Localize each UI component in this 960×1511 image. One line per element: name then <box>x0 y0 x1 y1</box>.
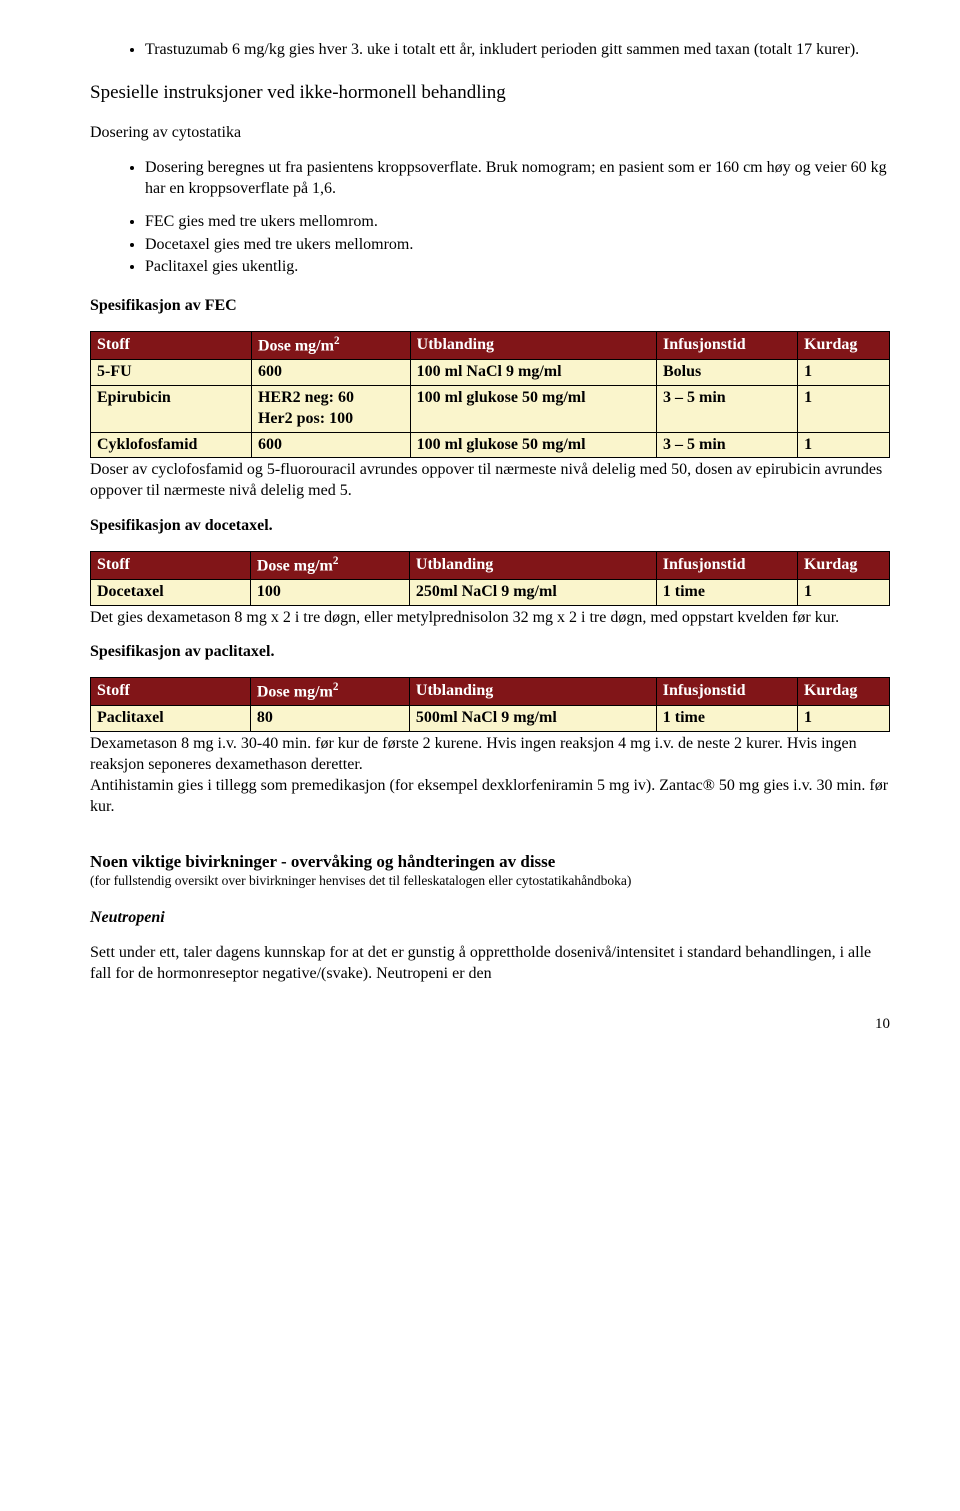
th-dose: Dose mg/m2 <box>250 551 409 579</box>
cell-stoff: Epirubicin <box>91 385 252 432</box>
table-header-row: Stoff Dose mg/m2 Utblanding Infusjonstid… <box>91 551 890 579</box>
dosering-bullets: Dosering beregnes ut fra pasientens krop… <box>90 158 890 200</box>
th-stoff: Stoff <box>91 678 251 706</box>
list-item: FEC gies med tre ukers mellomrom. <box>145 212 890 233</box>
list-item: Trastuzumab 6 mg/kg gies hver 3. uke i t… <box>145 40 890 61</box>
th-kurdag: Kurdag <box>797 551 889 579</box>
table-row: Cyklofosfamid 600 100 ml glukose 50 mg/m… <box>91 432 890 458</box>
cell-utblanding: 250ml NaCl 9 mg/ml <box>409 579 656 605</box>
fec-title: Spesifikasjon av FEC <box>90 296 890 317</box>
th-dose: Dose mg/m2 <box>250 678 409 706</box>
th-infusjonstid: Infusjonstid <box>656 551 797 579</box>
neutropeni-heading: Neutropeni <box>90 908 890 929</box>
page-number: 10 <box>90 1015 890 1035</box>
cell-dose: 80 <box>250 706 409 732</box>
list-item: Paclitaxel gies ukentlig. <box>145 257 890 278</box>
docetaxel-note: Det gies dexametason 8 mg x 2 i tre døgn… <box>90 608 890 629</box>
top-bullet-list: Trastuzumab 6 mg/kg gies hver 3. uke i t… <box>90 40 890 61</box>
th-utblanding: Utblanding <box>409 551 656 579</box>
cell-stoff: Cyklofosfamid <box>91 432 252 458</box>
cell-stoff: 5-FU <box>91 360 252 386</box>
dosering-subheading: Dosering av cytostatika <box>90 123 890 144</box>
th-infusjonstid: Infusjonstid <box>657 332 798 360</box>
th-kurdag: Kurdag <box>797 678 889 706</box>
fec-note: Doser av cyclofosfamid og 5-fluorouracil… <box>90 460 890 502</box>
th-stoff: Stoff <box>91 332 252 360</box>
cell-infusjonstid: Bolus <box>657 360 798 386</box>
list-item: Docetaxel gies med tre ukers mellomrom. <box>145 235 890 256</box>
cell-utblanding: 500ml NaCl 9 mg/ml <box>409 706 656 732</box>
docetaxel-table: Stoff Dose mg/m2 Utblanding Infusjonstid… <box>90 551 890 606</box>
th-utblanding: Utblanding <box>409 678 656 706</box>
th-kurdag: Kurdag <box>798 332 890 360</box>
cell-utblanding: 100 ml glukose 50 mg/ml <box>410 432 656 458</box>
docetaxel-title: Spesifikasjon av docetaxel. <box>90 516 890 537</box>
table-header-row: Stoff Dose mg/m2 Utblanding Infusjonstid… <box>91 678 890 706</box>
cell-infusjonstid: 1 time <box>656 706 797 732</box>
paclitaxel-note1: Dexametason 8 mg i.v. 30-40 min. før kur… <box>90 734 890 776</box>
bivirkninger-sub: (for fullstendig oversikt over bivirknin… <box>90 873 890 890</box>
cell-stoff: Docetaxel <box>91 579 251 605</box>
cell-dose: 600 <box>251 432 410 458</box>
cell-kurdag: 1 <box>797 579 889 605</box>
table-row: 5-FU 600 100 ml NaCl 9 mg/ml Bolus 1 <box>91 360 890 386</box>
cell-infusjonstid: 3 – 5 min <box>657 385 798 432</box>
cell-utblanding: 100 ml NaCl 9 mg/ml <box>410 360 656 386</box>
list-item: Dosering beregnes ut fra pasientens krop… <box>145 158 890 200</box>
cell-dose: 600 <box>251 360 410 386</box>
th-stoff: Stoff <box>91 551 251 579</box>
bivirkninger-heading: Noen viktige bivirkninger - overvåking o… <box>90 851 890 873</box>
cell-kurdag: 1 <box>798 432 890 458</box>
th-dose: Dose mg/m2 <box>251 332 410 360</box>
cell-dose: HER2 neg: 60 Her2 pos: 100 <box>251 385 410 432</box>
section-heading: Spesielle instruksjoner ved ikke-hormone… <box>90 81 890 106</box>
fec-table: Stoff Dose mg/m2 Utblanding Infusjonstid… <box>90 331 890 458</box>
cell-dose: 100 <box>250 579 409 605</box>
table-row: Docetaxel 100 250ml NaCl 9 mg/ml 1 time … <box>91 579 890 605</box>
th-utblanding: Utblanding <box>410 332 656 360</box>
cell-infusjonstid: 3 – 5 min <box>657 432 798 458</box>
cell-stoff: Paclitaxel <box>91 706 251 732</box>
cell-kurdag: 1 <box>797 706 889 732</box>
dosering-bullets-2: FEC gies med tre ukers mellomrom. Doceta… <box>90 212 890 278</box>
cell-kurdag: 1 <box>798 360 890 386</box>
table-header-row: Stoff Dose mg/m2 Utblanding Infusjonstid… <box>91 332 890 360</box>
cell-infusjonstid: 1 time <box>656 579 797 605</box>
cell-utblanding: 100 ml glukose 50 mg/ml <box>410 385 656 432</box>
th-infusjonstid: Infusjonstid <box>656 678 797 706</box>
paclitaxel-note2: Antihistamin gies i tillegg som premedik… <box>90 776 890 818</box>
cell-kurdag: 1 <box>798 385 890 432</box>
paclitaxel-table: Stoff Dose mg/m2 Utblanding Infusjonstid… <box>90 677 890 732</box>
table-row: Paclitaxel 80 500ml NaCl 9 mg/ml 1 time … <box>91 706 890 732</box>
table-row: Epirubicin HER2 neg: 60 Her2 pos: 100 10… <box>91 385 890 432</box>
neutropeni-para: Sett under ett, taler dagens kunnskap fo… <box>90 943 890 985</box>
paclitaxel-title: Spesifikasjon av paclitaxel. <box>90 642 890 663</box>
